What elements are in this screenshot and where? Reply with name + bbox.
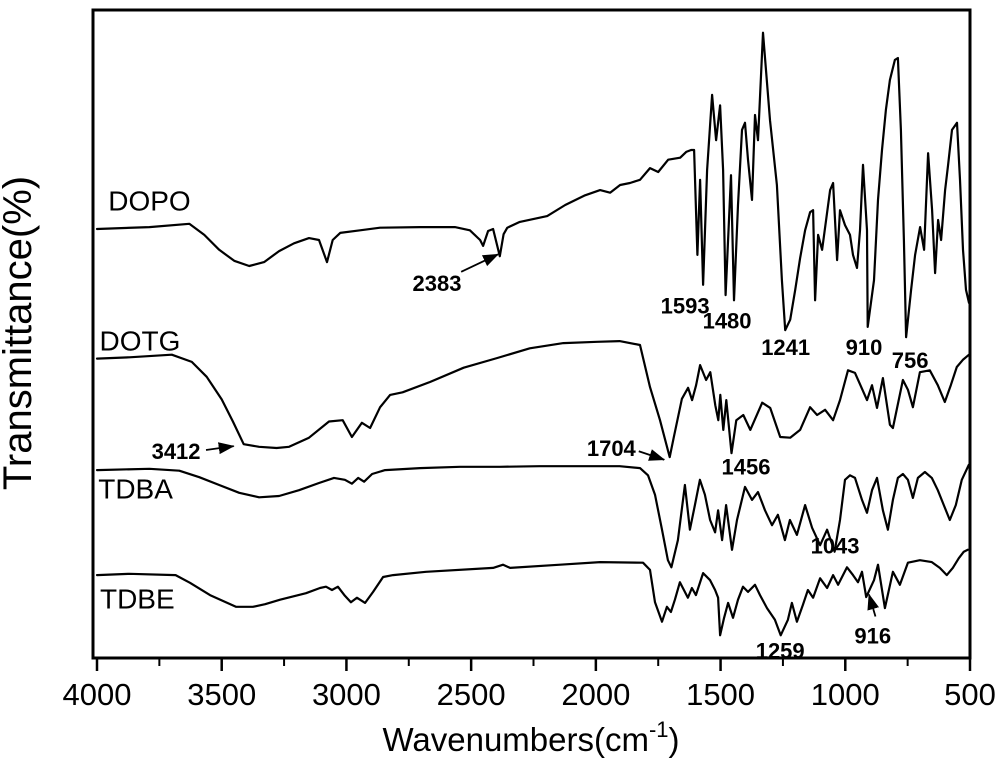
trace-dopo — [95, 31, 971, 339]
x-axis-ticks: 4000 3500 3000 2500 2000 1500 1000 500 — [63, 658, 996, 712]
x-axis-title-close: ) — [669, 721, 680, 758]
annotation-arrow-3412 — [205, 442, 235, 455]
series-label-dotg: DOTG — [99, 326, 180, 357]
peak-annotation-1259: 1259 — [756, 638, 805, 663]
peak-annotation-3412: 3412 — [152, 439, 201, 464]
peak-annotation-910: 910 — [846, 335, 883, 360]
annotation-arrow-1704 — [638, 449, 666, 461]
x-tick-label-500: 500 — [944, 677, 996, 712]
trace-tdbe — [95, 548, 969, 637]
peak-annotation-1456: 1456 — [722, 454, 771, 479]
peak-annotation-916: 916 — [854, 623, 891, 648]
peak-annotation-1043: 1043 — [811, 533, 860, 558]
x-axis-title-superscript: -1 — [649, 717, 669, 742]
plot-frame — [91, 8, 972, 660]
spectra-traces — [95, 31, 971, 637]
x-tick-label-3000: 3000 — [312, 677, 381, 712]
peak-annotation-1593: 1593 — [661, 294, 710, 319]
peak-annotation-1241: 1241 — [761, 335, 810, 360]
x-axis-title: Wavenumbers(cm-1) — [382, 717, 679, 758]
x-tick-label-1500: 1500 — [686, 677, 755, 712]
x-tick-label-4000: 4000 — [63, 677, 132, 712]
x-tick-label-2500: 2500 — [437, 677, 506, 712]
series-label-tdbe: TDBE — [100, 584, 175, 615]
x-tick-label-3500: 3500 — [187, 677, 256, 712]
trace-dotg — [95, 340, 971, 459]
trace-tdba — [95, 463, 970, 569]
peak-annotation-1480: 1480 — [703, 309, 752, 334]
y-axis-title: Transmittance(%) — [0, 176, 40, 490]
peak-annotation-1704: 1704 — [587, 436, 637, 461]
x-axis-title-main: Wavenumbers(cm — [382, 721, 649, 758]
x-tick-label-1000: 1000 — [811, 677, 880, 712]
series-label-dopo: DOPO — [108, 186, 190, 217]
peak-annotation-756: 756 — [892, 348, 929, 373]
peak-annotation-2383: 2383 — [412, 271, 461, 296]
annotation-arrow-2383 — [460, 253, 499, 273]
series-label-tdba: TDBA — [98, 473, 173, 504]
series-labels: DOPO DOTG TDBA TDBE — [98, 186, 190, 615]
annotation-arrow-916 — [867, 593, 879, 617]
x-tick-label-2000: 2000 — [561, 677, 630, 712]
